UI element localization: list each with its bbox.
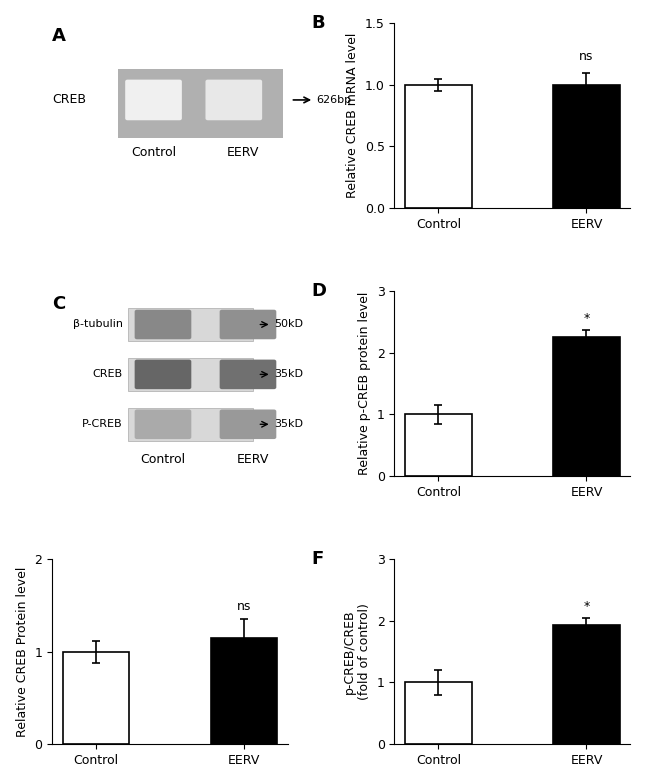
FancyBboxPatch shape (127, 308, 253, 341)
Text: β-tubulin: β-tubulin (73, 319, 123, 329)
Bar (405, 683, 472, 744)
FancyBboxPatch shape (125, 80, 182, 120)
FancyBboxPatch shape (205, 80, 262, 120)
Text: B: B (312, 14, 326, 32)
FancyBboxPatch shape (127, 358, 253, 391)
Bar (405, 415, 472, 476)
Text: 35kD: 35kD (274, 370, 303, 380)
Text: *: * (583, 312, 590, 325)
Text: 50kD: 50kD (274, 319, 303, 329)
Bar (553, 625, 619, 744)
Text: ns: ns (579, 50, 593, 63)
Bar (405, 84, 472, 208)
Text: 626bp: 626bp (317, 95, 352, 105)
FancyBboxPatch shape (118, 70, 283, 138)
Text: 35kD: 35kD (274, 419, 303, 429)
Bar (553, 337, 619, 476)
FancyBboxPatch shape (135, 360, 191, 389)
Y-axis label: Relative CREB Protein level: Relative CREB Protein level (16, 567, 29, 737)
Text: EERV: EERV (227, 146, 259, 160)
Y-axis label: Relative CREB mRNA level: Relative CREB mRNA level (346, 33, 359, 198)
FancyBboxPatch shape (135, 409, 191, 439)
Bar (63, 652, 129, 744)
Bar (211, 638, 278, 744)
Text: *: * (583, 601, 590, 613)
Text: C: C (52, 295, 65, 313)
Text: F: F (312, 550, 324, 568)
Text: ns: ns (237, 600, 252, 613)
Text: A: A (52, 27, 66, 45)
FancyBboxPatch shape (220, 409, 276, 439)
Text: EERV: EERV (237, 453, 269, 466)
Text: Control: Control (131, 146, 176, 160)
Text: D: D (312, 282, 327, 300)
Text: P-CREB: P-CREB (82, 419, 123, 429)
FancyBboxPatch shape (135, 310, 191, 339)
Text: CREB: CREB (52, 94, 86, 106)
FancyBboxPatch shape (127, 408, 253, 441)
FancyBboxPatch shape (220, 360, 276, 389)
FancyBboxPatch shape (220, 310, 276, 339)
Y-axis label: p-CREB/CREB
(fold of control): p-CREB/CREB (fold of control) (343, 603, 371, 700)
Text: CREB: CREB (93, 370, 123, 380)
Y-axis label: Relative p-CREB protein level: Relative p-CREB protein level (358, 292, 371, 475)
Bar (553, 84, 619, 208)
Text: Control: Control (140, 453, 185, 466)
